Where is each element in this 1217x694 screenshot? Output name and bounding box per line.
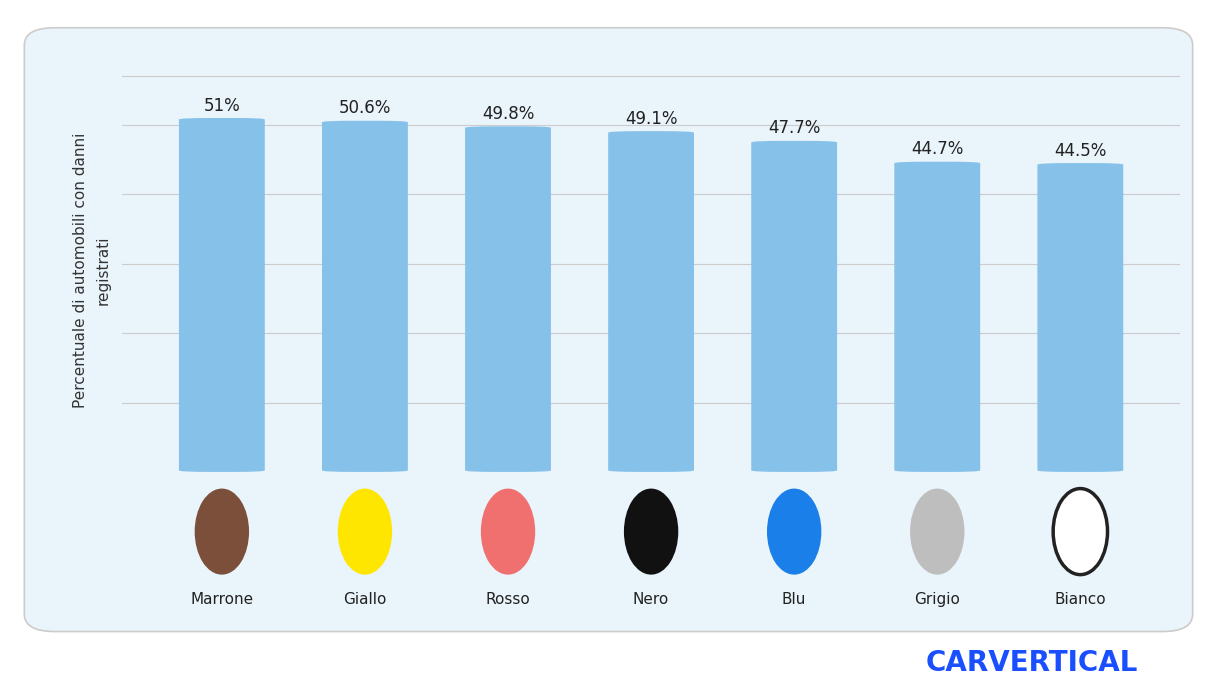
Text: 44.5%: 44.5% <box>1054 142 1106 160</box>
Text: Rosso: Rosso <box>486 592 531 607</box>
Text: 50.6%: 50.6% <box>338 99 391 117</box>
Y-axis label: Percentuale di automobili con danni
registrati: Percentuale di automobili con danni regi… <box>73 133 111 408</box>
FancyBboxPatch shape <box>894 162 980 472</box>
Text: Bianco: Bianco <box>1054 592 1106 607</box>
Text: CARVERTICAL: CARVERTICAL <box>925 649 1138 677</box>
FancyBboxPatch shape <box>323 121 408 472</box>
Text: 44.7%: 44.7% <box>912 140 964 158</box>
FancyBboxPatch shape <box>608 131 694 472</box>
Text: Blu: Blu <box>783 592 807 607</box>
Ellipse shape <box>624 489 678 575</box>
FancyBboxPatch shape <box>1037 163 1123 472</box>
Text: Nero: Nero <box>633 592 669 607</box>
Text: 49.1%: 49.1% <box>624 110 678 128</box>
Ellipse shape <box>338 489 392 575</box>
Ellipse shape <box>195 489 249 575</box>
FancyBboxPatch shape <box>465 126 551 472</box>
Text: 47.7%: 47.7% <box>768 119 820 137</box>
FancyBboxPatch shape <box>751 141 837 472</box>
FancyBboxPatch shape <box>179 118 265 472</box>
Text: Grigio: Grigio <box>914 592 960 607</box>
Text: 49.8%: 49.8% <box>482 105 534 123</box>
Text: 51%: 51% <box>203 96 240 115</box>
Ellipse shape <box>767 489 821 575</box>
Ellipse shape <box>1053 489 1107 575</box>
Ellipse shape <box>481 489 535 575</box>
Text: Giallo: Giallo <box>343 592 387 607</box>
Ellipse shape <box>910 489 964 575</box>
Text: Marrone: Marrone <box>190 592 253 607</box>
